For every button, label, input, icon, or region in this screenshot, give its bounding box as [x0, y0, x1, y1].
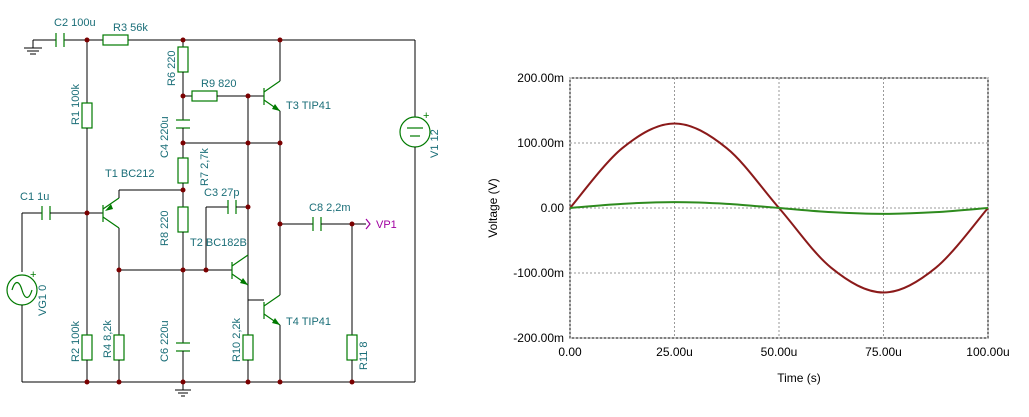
voltage-generator-vg1: +	[6, 269, 38, 306]
svg-text:+: +	[423, 110, 429, 122]
x-tick-label: 75.00u	[865, 345, 902, 359]
label-c2: C2 100u	[54, 17, 96, 29]
label-t1: T1 BC212	[105, 168, 155, 180]
label-r3: R3 56k	[113, 22, 148, 34]
y-tick-labels: 200.00m 100.00m 0.00 -100.00m -200.00m	[513, 71, 564, 345]
x-tick-label: 50.00u	[761, 345, 798, 359]
capacitor-c4	[176, 119, 190, 129]
series-line-2	[569, 201, 989, 215]
label-t3: T3 TIP41	[286, 100, 331, 112]
resistor-r2	[81, 334, 93, 361]
resistor-r3	[102, 34, 129, 46]
resistor-r8	[177, 206, 189, 233]
dc-source-v1: +	[399, 110, 431, 148]
x-tick-labels: 0.00 25.00u 50.00u 75.00u 100.00u	[558, 345, 1009, 359]
ground-symbol-left	[24, 40, 42, 55]
svg-text:+: +	[30, 269, 36, 281]
label-t4: T4 TIP41	[286, 316, 331, 328]
y-tick-label: -200.00m	[513, 331, 564, 345]
label-r8: R8 220	[159, 211, 171, 246]
series-lines	[569, 122, 989, 294]
y-tick-label: 200.00m	[517, 71, 564, 85]
capacitor-c1	[41, 206, 51, 220]
label-r11: R11 8	[358, 341, 370, 370]
label-r6: R6 220	[166, 51, 178, 86]
y-tick-label: 0.00	[541, 201, 565, 215]
label-c4: C4 220u	[159, 116, 171, 158]
transistor-t4	[263, 294, 281, 326]
x-tick-label: 25.00u	[656, 345, 693, 359]
voltage-probe-vp1	[365, 218, 371, 230]
label-v1: V1 12	[429, 129, 441, 158]
y-axis-label: Voltage (V)	[486, 178, 500, 237]
x-axis-label: Time (s)	[777, 371, 821, 385]
resistor-r6	[177, 46, 189, 73]
label-r7: R7 2,7k	[199, 148, 211, 186]
x-tick-label: 0.00	[558, 345, 582, 359]
label-r2: R2 100k	[70, 321, 82, 362]
resistor-r11	[346, 334, 358, 361]
resistor-r9	[191, 90, 218, 102]
resistor-r10	[242, 334, 254, 361]
capacitor-c6	[176, 342, 190, 352]
resistor-r4	[113, 334, 125, 361]
label-c1: C1 1u	[20, 191, 49, 203]
schematic: C2 100u R3 56k R1 100k R2 100k C1 1u + V…	[6, 17, 441, 397]
capacitor-c2	[55, 33, 65, 47]
y-tick-label: 100.00m	[517, 136, 564, 150]
label-r1: R1 100k	[70, 84, 82, 125]
x-tick-label: 100.00u	[966, 345, 1009, 359]
label-t2: T2 BC182B	[190, 237, 247, 249]
label-vg1: VG1 0	[37, 285, 49, 316]
label-r4: R4 8,2k	[102, 320, 114, 358]
junction-dots	[84, 37, 355, 385]
resistor-r7	[177, 157, 189, 184]
transistor-t3	[263, 80, 281, 112]
y-tick-label: -100.00m	[513, 266, 564, 280]
label-r10: R10 2,2k	[231, 317, 243, 362]
capacitor-c8	[312, 217, 322, 231]
ground-symbol-bottom	[175, 382, 191, 397]
resistor-r1	[81, 102, 93, 129]
transistor-t2	[231, 254, 249, 286]
label-c6: C6 220u	[159, 320, 171, 362]
label-r9: R9 820	[201, 78, 236, 90]
label-c3: C3 27p	[204, 187, 239, 199]
label-vp1: VP1	[376, 219, 397, 231]
label-c8: C8 2,2m	[309, 202, 351, 214]
capacitor-c3	[227, 200, 237, 214]
transistor-t1	[102, 197, 120, 229]
